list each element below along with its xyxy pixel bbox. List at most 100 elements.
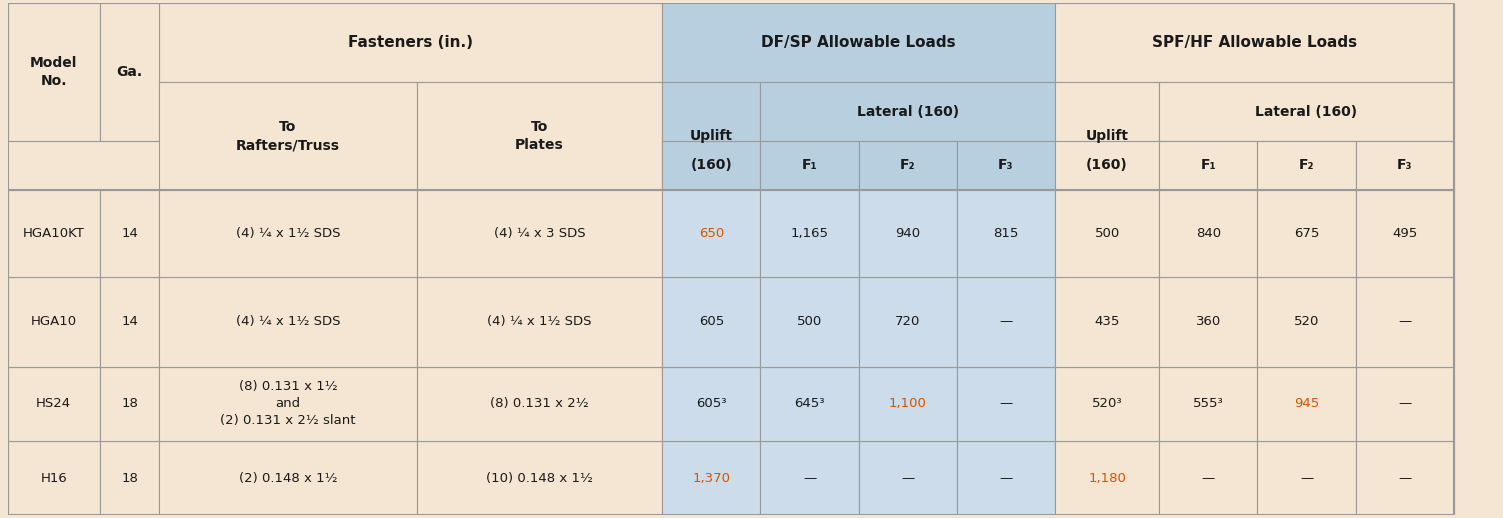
Text: —: —	[1202, 472, 1214, 485]
Bar	[99, 3, 159, 141]
Text: HGA10KT: HGA10KT	[23, 227, 84, 240]
Bar	[663, 277, 761, 367]
Text: —: —	[1398, 397, 1411, 410]
Text: Ga.: Ga.	[116, 65, 143, 79]
Bar	[957, 141, 1055, 190]
Text: 520³: 520³	[1091, 397, 1123, 410]
Text: 555³: 555³	[1193, 397, 1223, 410]
Text: 1,165: 1,165	[791, 227, 828, 240]
Bar	[1159, 190, 1258, 277]
Text: —: —	[902, 472, 914, 485]
Text: 840: 840	[1196, 227, 1220, 240]
Text: 945: 945	[1294, 397, 1320, 410]
Bar	[99, 190, 159, 277]
Bar	[416, 190, 663, 277]
Bar	[858, 367, 957, 441]
Text: F₁: F₁	[801, 159, 818, 172]
Text: —: —	[803, 472, 816, 485]
Bar	[1055, 441, 1159, 515]
Bar	[761, 367, 858, 441]
Text: (160): (160)	[1087, 159, 1127, 172]
Bar	[99, 441, 159, 515]
Text: 14: 14	[122, 315, 138, 328]
Bar	[957, 277, 1055, 367]
Text: 18: 18	[122, 472, 138, 485]
Text: 435: 435	[1094, 315, 1120, 328]
Bar	[957, 441, 1055, 515]
Text: 605³: 605³	[696, 397, 726, 410]
Bar	[663, 82, 761, 190]
Bar	[858, 441, 957, 515]
Text: —: —	[1398, 472, 1411, 485]
Text: 18: 18	[122, 397, 138, 410]
Text: —: —	[999, 397, 1013, 410]
Text: DF/SP Allowable Loads: DF/SP Allowable Loads	[762, 35, 956, 50]
Bar	[1159, 277, 1258, 367]
Text: To
Rafters/Truss: To Rafters/Truss	[236, 120, 340, 152]
Text: Uplift: Uplift	[690, 129, 733, 143]
Bar	[957, 367, 1055, 441]
Bar	[1055, 141, 1159, 190]
Text: F₁: F₁	[1201, 159, 1216, 172]
Bar	[957, 190, 1055, 277]
Text: Fasteners (in.): Fasteners (in.)	[349, 35, 473, 50]
Bar	[663, 367, 761, 441]
Bar	[761, 277, 858, 367]
Text: H16: H16	[41, 472, 68, 485]
Text: 1,100: 1,100	[888, 397, 927, 410]
Bar	[159, 441, 416, 515]
Text: (4) ¼ x 1½ SDS: (4) ¼ x 1½ SDS	[487, 315, 592, 328]
Bar	[663, 141, 761, 190]
Text: 14: 14	[122, 227, 138, 240]
Bar	[8, 3, 99, 82]
Bar	[159, 277, 416, 367]
Text: 605: 605	[699, 315, 724, 328]
Text: SPF/HF Allowable Loads: SPF/HF Allowable Loads	[1151, 35, 1357, 50]
Bar	[99, 367, 159, 441]
Text: 520: 520	[1294, 315, 1320, 328]
Bar	[1258, 190, 1356, 277]
Text: 495: 495	[1392, 227, 1417, 240]
Bar	[159, 190, 416, 277]
Bar	[1258, 367, 1356, 441]
Text: 1,180: 1,180	[1088, 472, 1126, 485]
Bar	[416, 441, 663, 515]
Text: 940: 940	[896, 227, 920, 240]
Bar	[1258, 441, 1356, 515]
Bar	[1159, 141, 1258, 190]
Bar	[1258, 141, 1356, 190]
Text: —: —	[999, 472, 1013, 485]
Text: —: —	[1300, 472, 1314, 485]
Bar	[1356, 441, 1453, 515]
Text: 720: 720	[896, 315, 920, 328]
Bar	[1055, 190, 1159, 277]
Bar	[159, 367, 416, 441]
Bar	[1055, 277, 1159, 367]
Bar	[1055, 367, 1159, 441]
Bar	[8, 441, 99, 515]
Bar	[1159, 82, 1453, 141]
Bar	[1356, 190, 1453, 277]
Text: F₃: F₃	[998, 159, 1013, 172]
Text: Lateral (160): Lateral (160)	[857, 105, 959, 119]
Text: (4) ¼ x 1½ SDS: (4) ¼ x 1½ SDS	[236, 315, 340, 328]
Bar	[1159, 367, 1258, 441]
Bar	[8, 3, 99, 141]
Bar	[761, 441, 858, 515]
Text: —: —	[999, 315, 1013, 328]
Text: 645³: 645³	[794, 397, 825, 410]
Text: 815: 815	[993, 227, 1019, 240]
Bar	[1356, 141, 1453, 190]
Bar	[1055, 82, 1159, 190]
Bar	[663, 441, 761, 515]
Text: 650: 650	[699, 227, 724, 240]
Text: —: —	[1398, 315, 1411, 328]
Bar	[8, 190, 99, 277]
Bar	[1356, 277, 1453, 367]
Text: (4) ¼ x 1½ SDS: (4) ¼ x 1½ SDS	[236, 227, 340, 240]
Bar	[1055, 3, 1453, 82]
Bar	[99, 277, 159, 367]
Text: 360: 360	[1196, 315, 1220, 328]
Bar	[761, 190, 858, 277]
Text: (2) 0.148 x 1½: (2) 0.148 x 1½	[239, 472, 337, 485]
